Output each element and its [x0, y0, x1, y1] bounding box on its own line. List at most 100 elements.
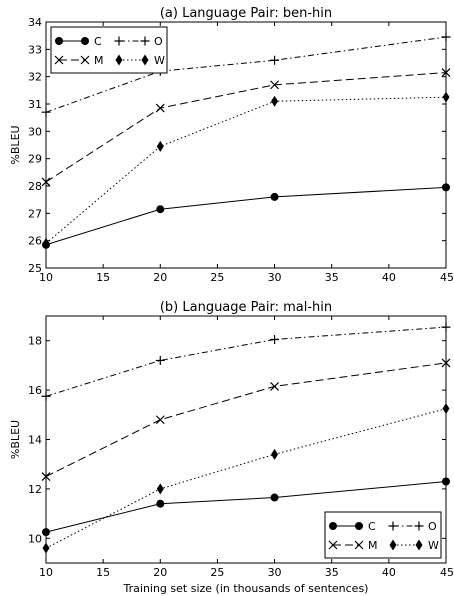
y-tick-label: 26 [28, 235, 42, 248]
x-tick-label: 45 [440, 271, 454, 284]
data-point-M [441, 68, 451, 77]
y-tick-label: 33 [28, 43, 42, 56]
data-point-C [442, 183, 450, 192]
data-point-O [441, 322, 451, 332]
data-point-W [271, 95, 279, 107]
y-tick-label: 18 [28, 335, 42, 348]
x-tick-label: 25 [210, 566, 224, 579]
data-point-C [42, 528, 50, 537]
legend-label-C: C [368, 520, 376, 533]
legend-label-W: W [428, 539, 439, 552]
x-tick-label: 25 [210, 271, 224, 284]
series-line-C [45, 480, 447, 533]
data-point-O [441, 32, 451, 42]
legend-marker-M [80, 55, 90, 65]
legend-box [324, 511, 442, 559]
y-tick-label: 27 [28, 207, 42, 220]
y-tick-label: 29 [28, 153, 42, 166]
legend-marker-W [141, 54, 149, 66]
y-tick-label: 28 [28, 180, 42, 193]
data-point-C [270, 493, 279, 502]
data-point-O [270, 334, 280, 344]
x-tick-label: 35 [325, 271, 339, 284]
data-point-M [155, 415, 165, 425]
data-point-C [270, 192, 279, 201]
y-tick-label: 25 [28, 262, 42, 275]
legend-marker-C [329, 522, 337, 530]
data-point-C [156, 205, 165, 214]
y-tick-label: 12 [28, 483, 42, 496]
plot-frame [45, 21, 447, 269]
data-point-M [41, 472, 51, 481]
data-point-W [442, 403, 450, 415]
legend-marker-O [114, 36, 124, 46]
legend-marker-M [354, 540, 364, 550]
legend-label-O: O [428, 520, 437, 533]
legend-label-C: C [94, 35, 102, 48]
data-point-O [270, 55, 280, 65]
y-tick-label: 30 [28, 125, 42, 138]
legend-box [50, 26, 168, 74]
chart-title: (b) Language Pair: mal-hin [160, 300, 332, 315]
series-line-O [45, 326, 447, 397]
y-tick-label: 34 [28, 16, 42, 29]
y-axis-label: %BLEU [9, 125, 22, 164]
legend-marker-M [54, 55, 64, 65]
legend-marker-M [328, 540, 338, 550]
data-point-M [270, 381, 279, 391]
legend-label-O: O [154, 35, 163, 48]
series-line-M [45, 362, 447, 477]
y-tick-label: 31 [28, 98, 42, 111]
legend-marker-C [355, 522, 363, 530]
series-line-W [45, 408, 447, 549]
legend-label-W: W [154, 54, 165, 67]
x-tick-label: 10 [39, 271, 53, 284]
x-axis-label: Training set size (in thousands of sente… [123, 582, 369, 595]
legend-label-M: M [94, 54, 104, 67]
x-tick-label: 30 [268, 271, 282, 284]
legend-marker-O [388, 521, 398, 531]
y-tick-label: 10 [28, 532, 42, 545]
legend-marker-O [140, 36, 150, 46]
legend-marker-C [81, 37, 89, 45]
legend-marker-W [115, 54, 123, 66]
data-point-W [156, 140, 164, 152]
x-tick-label: 10 [39, 566, 53, 579]
x-tick-label: 35 [325, 566, 339, 579]
y-tick-label: 32 [28, 71, 42, 84]
legend-marker-C [55, 37, 63, 45]
x-tick-label: 40 [382, 271, 396, 284]
y-axis-label: %BLEU [9, 420, 22, 459]
x-tick-label: 40 [382, 566, 396, 579]
data-point-O [41, 107, 51, 117]
data-point-W [271, 448, 279, 460]
data-point-C [156, 499, 165, 508]
y-tick-label: 16 [28, 384, 42, 397]
legend-marker-W [415, 539, 423, 551]
data-point-M [41, 177, 51, 187]
chart-title: (a) Language Pair: ben-hin [160, 6, 332, 21]
x-tick-label: 20 [153, 271, 167, 284]
y-tick-label: 14 [28, 434, 42, 447]
data-point-W [156, 483, 164, 495]
series-line-C [45, 186, 447, 246]
x-tick-label: 15 [96, 271, 110, 284]
data-point-M [270, 80, 279, 90]
series-line-W [45, 96, 447, 244]
data-point-W [42, 237, 50, 249]
legend-marker-O [414, 521, 424, 531]
data-point-W [42, 542, 50, 554]
data-point-M [155, 103, 165, 113]
x-tick-label: 30 [268, 566, 282, 579]
panel-mal-hin: (b) Language Pair: mal-hin 10 15 20 25 30 35 40… [9, 300, 454, 595]
panel-ben-hin: (a) Language Pair: ben-hin 10 15 20 25 30 35 40… [9, 6, 454, 284]
series-line-O [45, 36, 447, 113]
x-tick-label: 15 [96, 566, 110, 579]
legend-label-M: M [368, 539, 378, 552]
data-point-M [441, 358, 451, 368]
legend-marker-W [389, 539, 397, 551]
data-point-C [442, 477, 450, 486]
series-line-M [45, 72, 447, 183]
data-point-W [442, 91, 450, 103]
